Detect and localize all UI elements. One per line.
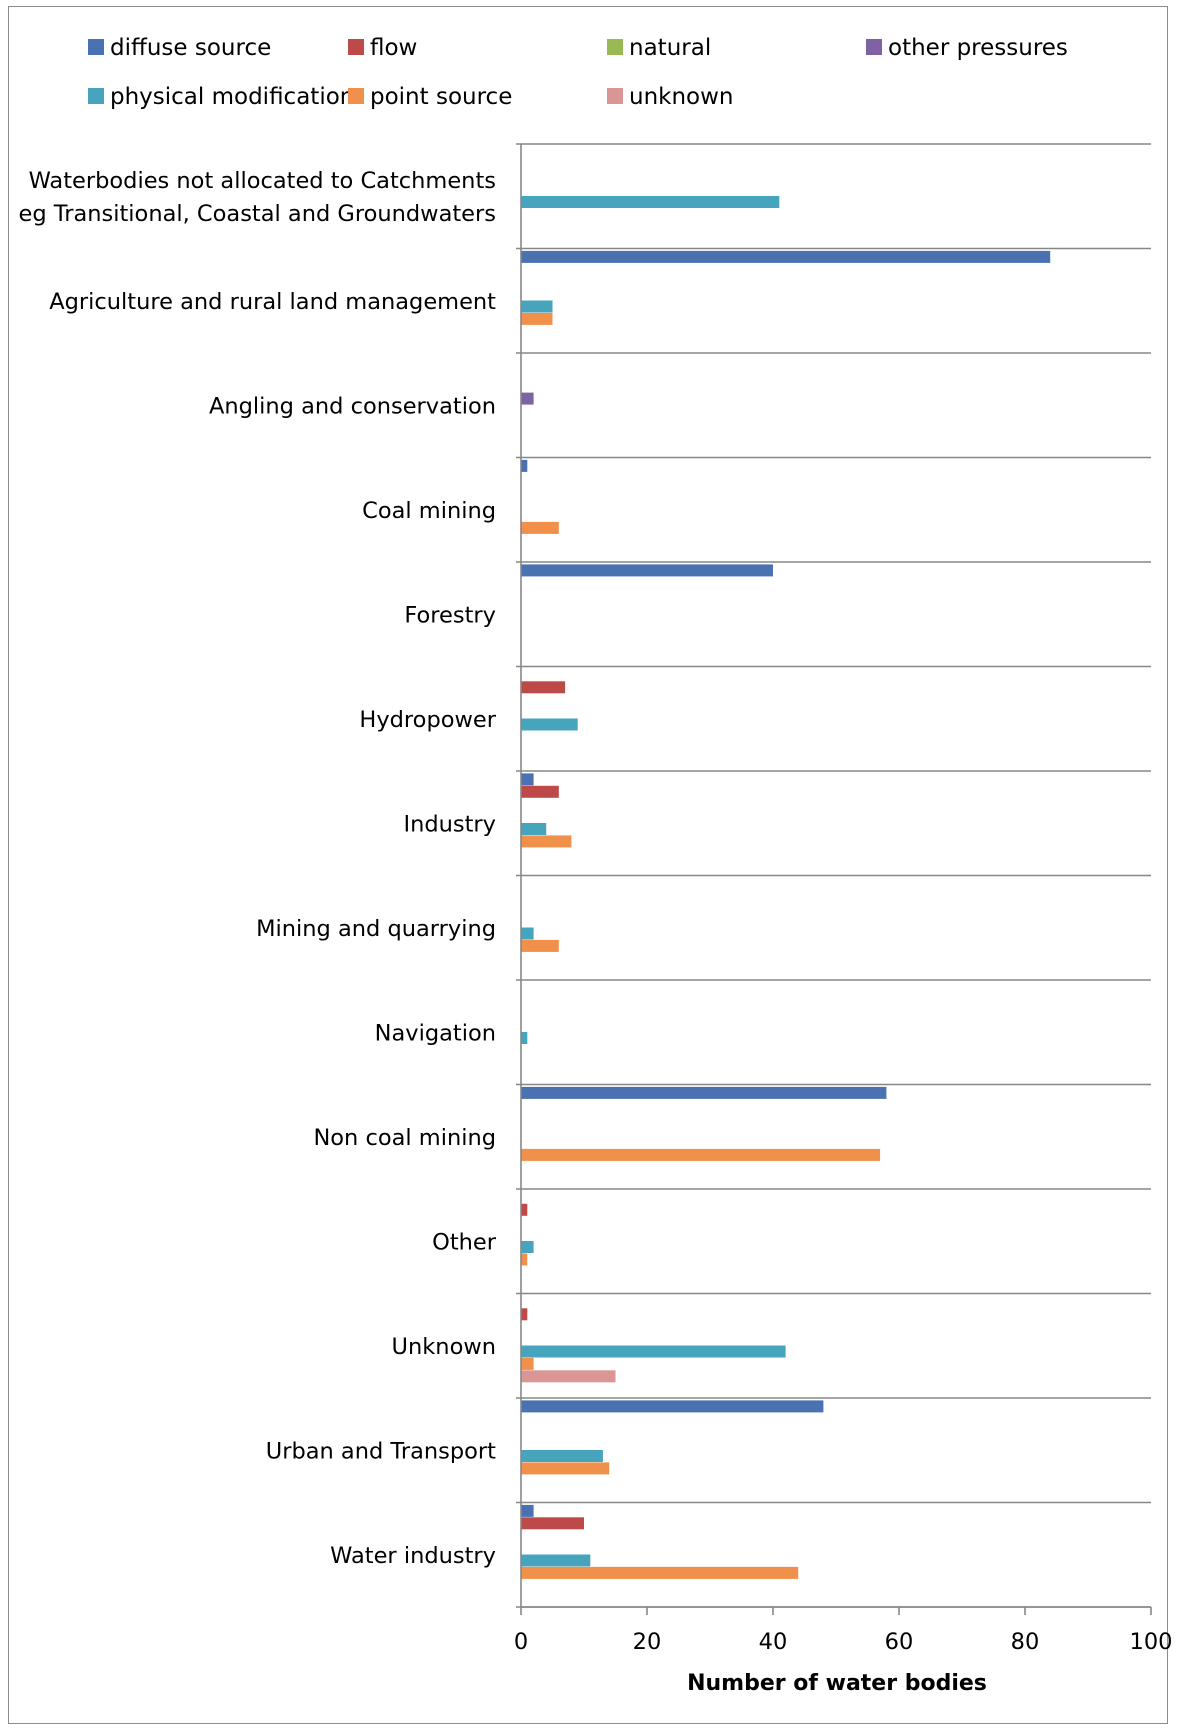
bar-physical-modification-water-industry <box>521 1554 591 1567</box>
bar-physical-modification-other <box>521 1241 534 1253</box>
legend-label: flow <box>370 35 417 61</box>
bar-flow-water-industry <box>521 1517 584 1530</box>
x-tick-label: 20 <box>633 1629 662 1655</box>
x-tick-label: 100 <box>1130 1629 1173 1655</box>
bar-point-source-water-industry <box>521 1566 799 1579</box>
bar-flow-industry <box>521 785 559 798</box>
category-label-navigation: Navigation <box>375 1020 496 1046</box>
category-label-mining-and-quarrying: Mining and quarrying <box>256 916 496 942</box>
bar-point-source-urban-and-transport <box>521 1462 610 1475</box>
legend-item-point-source: point source <box>348 84 512 110</box>
legend-item-unknown: unknown <box>607 84 734 110</box>
category-label-coal-mining: Coal mining <box>362 498 496 524</box>
category-label-waterbodies-not-allocated-to-catchments-eg-transitional-coastal-and-groundwaters: eg Transitional, Coastal and Groundwater… <box>19 201 497 227</box>
x-tick-label: 40 <box>759 1629 788 1655</box>
bar-flow-hydropower <box>521 681 566 694</box>
bar-diffuse-source-industry <box>521 773 534 786</box>
legend-swatch-point-source <box>348 88 364 104</box>
bar-point-source-unknown <box>521 1357 534 1370</box>
legend-item-natural: natural <box>607 35 711 61</box>
legend-swatch-unknown <box>607 88 623 104</box>
legend-swatch-flow <box>348 39 364 55</box>
bar-point-source-other <box>521 1253 528 1266</box>
legend-label: point source <box>370 84 512 110</box>
category-label-forestry: Forestry <box>404 602 496 628</box>
bar-point-source-mining-and-quarrying <box>521 939 559 952</box>
category-label-angling-and-conservation: Angling and conservation <box>209 393 496 419</box>
x-axis-title: Number of water bodies <box>687 1671 987 1696</box>
bar-physical-modification-mining-and-quarrying <box>521 927 534 940</box>
chart-legend: diffuse source flow natural other pressures… <box>88 35 1068 110</box>
bar-physical-modification-hydropower <box>521 718 578 731</box>
category-separators <box>516 143 1151 1608</box>
bar-physical-modification-urban-and-transport <box>521 1450 603 1462</box>
legend-swatch-natural <box>607 39 623 55</box>
category-label-other: Other <box>432 1229 497 1255</box>
bar-physical-modification-unknown <box>521 1345 786 1358</box>
bar-diffuse-source-forestry <box>521 564 773 577</box>
bar-diffuse-source-urban-and-transport <box>521 1400 824 1413</box>
legend-label: other pressures <box>888 35 1068 61</box>
category-label-non-coal-mining: Non coal mining <box>313 1125 496 1151</box>
category-label-agriculture-and-rural-land-management: Agriculture and rural land management <box>49 289 496 315</box>
bar-diffuse-source-non-coal-mining <box>521 1086 887 1099</box>
category-label-industry: Industry <box>403 811 496 837</box>
bar-point-source-coal-mining <box>521 521 559 534</box>
bar-diffuse-source-agriculture-and-rural-land-management <box>521 250 1051 263</box>
bar-diffuse-source-water-industry <box>521 1504 534 1517</box>
legend-item-other-pressures: other pressures <box>866 35 1068 61</box>
x-tick-labels: 0 20 40 60 80 100 <box>514 1629 1173 1655</box>
category-label-water-industry: Water industry <box>330 1543 496 1569</box>
category-label-waterbodies-not-allocated-to-catchments-eg-transitional-coastal-and-groundwaters: Waterbodies not allocated to Catchments <box>29 168 496 194</box>
legend-swatch-diffuse-source <box>88 39 104 55</box>
bar-point-source-agriculture-and-rural-land-management <box>521 312 553 325</box>
bar-point-source-industry <box>521 835 572 848</box>
bar-flow-unknown <box>521 1308 528 1321</box>
legend-label: diffuse source <box>110 35 271 61</box>
legend-label: physical modification <box>110 84 354 110</box>
category-label-urban-and-transport: Urban and Transport <box>266 1438 496 1464</box>
legend-label: unknown <box>629 84 734 110</box>
legend-label: natural <box>629 35 711 61</box>
axes <box>520 144 1152 1615</box>
bar-physical-modification-navigation <box>521 1032 528 1044</box>
bars <box>521 196 1051 1579</box>
bar-point-source-non-coal-mining <box>521 1148 881 1161</box>
legend-item-physical-modification: physical modification <box>88 84 354 110</box>
category-label-hydropower: Hydropower <box>359 707 496 733</box>
legend-item-diffuse-source: diffuse source <box>88 35 271 61</box>
x-tick-label: 0 <box>514 1629 528 1655</box>
bar-flow-other <box>521 1203 528 1216</box>
legend-swatch-other-pressures <box>866 39 882 55</box>
x-tick-label: 60 <box>885 1629 914 1655</box>
bar-unknown-unknown <box>521 1370 616 1383</box>
chart-frame <box>8 6 1168 1724</box>
legend-swatch-physical-modification <box>88 88 104 104</box>
bar-diffuse-source-coal-mining <box>521 459 528 472</box>
x-tick-label: 80 <box>1011 1629 1040 1655</box>
bar-physical-modification-agriculture-and-rural-land-management <box>521 300 553 313</box>
category-labels: Waterbodies not allocated to Catchments e… <box>19 168 497 1569</box>
category-label-unknown: Unknown <box>392 1334 496 1360</box>
legend-item-flow: flow <box>348 35 417 61</box>
bar-physical-modification-industry <box>521 823 547 835</box>
bar-physical-modification-waterbodies-not-allocated-to-catchments-eg-transitional-coastal-and-groundwaters <box>521 196 780 208</box>
bar-other-pressures-angling-and-conservation <box>521 392 534 405</box>
